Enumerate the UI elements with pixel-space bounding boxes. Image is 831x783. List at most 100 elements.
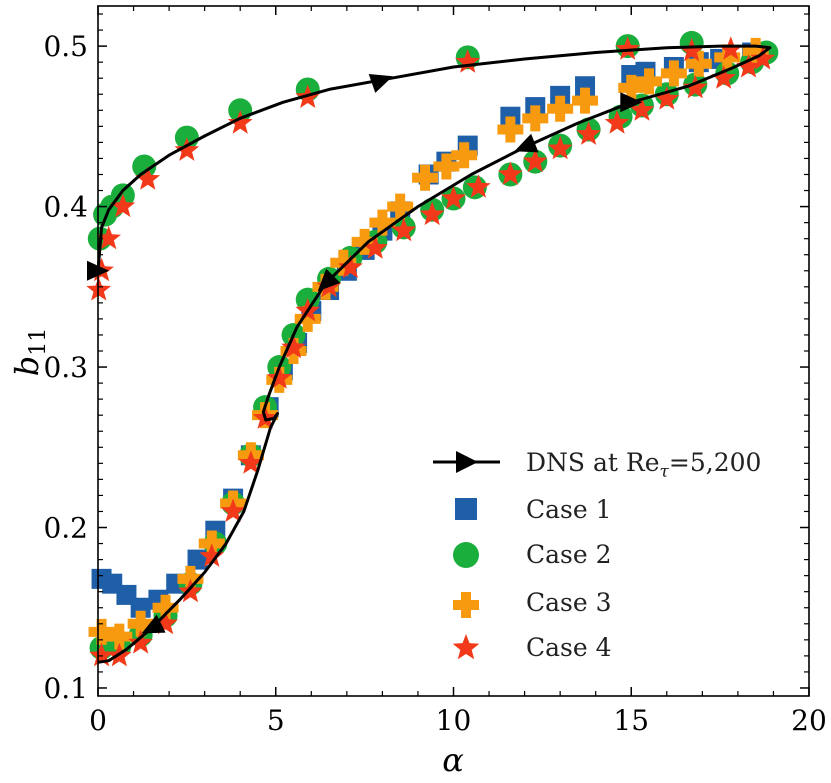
legend-case2-marker xyxy=(453,542,479,568)
dns-arrow-marker xyxy=(514,133,539,153)
x-axis-label: α xyxy=(442,741,464,779)
dns-arrow-marker xyxy=(317,268,341,292)
case4-point xyxy=(178,578,203,603)
svg-text:b11: b11 xyxy=(8,328,51,376)
dns-arrow-marker xyxy=(141,614,166,634)
case4-point xyxy=(419,201,445,226)
x-tick-label: 0 xyxy=(89,704,107,737)
x-tick-label: 5 xyxy=(267,704,285,737)
legend-dns-subscript: τ xyxy=(660,462,670,482)
legend-dns-label: DNS at Re xyxy=(526,448,660,477)
case4-point xyxy=(522,148,548,173)
case4-point xyxy=(679,37,704,62)
case4-point xyxy=(153,610,178,635)
case3-point xyxy=(636,68,663,95)
case3-point xyxy=(547,95,574,122)
y-tick-label: 0.4 xyxy=(43,191,88,224)
x-tick-label: 20 xyxy=(791,704,827,737)
legend-entry-case3: Case 3 xyxy=(453,588,612,618)
ticks-layer: 0 5 10 15 20 0.1 0.2 0.3 0.4 0.5 xyxy=(43,6,827,737)
case3-point xyxy=(294,305,321,332)
legend-dns-label-tail: =5,200 xyxy=(669,448,762,477)
x-tick-label: 10 xyxy=(436,704,472,737)
legend-case4-marker xyxy=(452,634,480,660)
case3-point xyxy=(618,74,645,101)
dns-arrow-marker xyxy=(620,92,643,113)
case4-point xyxy=(498,161,523,185)
case3-point xyxy=(742,37,769,64)
legend-case2-label: Case 2 xyxy=(526,540,612,569)
case3-point xyxy=(152,594,179,621)
dns-line-layer xyxy=(87,44,772,664)
case4-point xyxy=(455,49,481,73)
case4-point xyxy=(576,121,601,145)
case4-point xyxy=(547,135,573,160)
case4-point xyxy=(362,235,388,259)
case3-point xyxy=(330,249,357,276)
case4-point xyxy=(615,36,641,60)
case3-point xyxy=(660,60,687,87)
series-case4 xyxy=(86,36,776,667)
case3-point xyxy=(451,142,478,169)
legend-entry-case1: Case 1 xyxy=(455,495,612,524)
case4-point xyxy=(135,166,161,190)
legend-case1-marker xyxy=(455,498,477,520)
y-tick-label: 0.1 xyxy=(43,672,88,705)
case4-point xyxy=(736,54,761,78)
case3-point xyxy=(572,87,599,114)
y-axis-label-main: b xyxy=(8,356,46,376)
legend: DNS at Reτ=5,200 Case 1 Case 2 Case 3 Ca… xyxy=(433,448,761,662)
case4-point xyxy=(227,110,253,134)
case4-point xyxy=(128,630,153,654)
legend-dns-arrow xyxy=(456,451,478,473)
case4-point xyxy=(391,217,417,242)
case3-point xyxy=(412,164,439,191)
y-axis-label: b11 xyxy=(8,328,51,376)
y-axis-label-subscript: 11 xyxy=(26,328,51,356)
case3-point xyxy=(685,50,712,77)
case4-point xyxy=(174,137,200,161)
x-tick-label: 15 xyxy=(613,704,649,737)
case3-point xyxy=(88,618,115,645)
svg-text:DNS at Reτ=5,200: DNS at Reτ=5,200 xyxy=(526,448,761,482)
case3-point xyxy=(369,209,396,236)
case4-point xyxy=(266,365,292,389)
case3-point xyxy=(127,610,154,637)
case3-point xyxy=(433,153,460,180)
case4-point xyxy=(682,74,708,99)
dns-arrow-marker xyxy=(368,74,393,93)
legend-case3-marker xyxy=(453,592,479,618)
case4-point xyxy=(629,97,655,121)
case3-point xyxy=(522,105,549,132)
legend-case1-label: Case 1 xyxy=(526,495,612,524)
case4-point xyxy=(466,174,491,198)
case4-point xyxy=(220,498,246,522)
y-tick-label: 0.3 xyxy=(43,351,88,384)
case4-point xyxy=(654,86,680,110)
case3-point xyxy=(351,228,378,255)
legend-entry-case4: Case 4 xyxy=(452,633,612,662)
case2-point xyxy=(132,154,157,179)
case4-point xyxy=(238,450,264,474)
case4-point xyxy=(338,254,363,279)
case3-point xyxy=(497,116,524,143)
case4-point xyxy=(199,543,225,567)
case4-point xyxy=(281,334,306,359)
case4-point xyxy=(89,642,114,667)
dns-line xyxy=(96,44,772,664)
case4-point xyxy=(750,46,776,70)
case3-point xyxy=(714,44,741,71)
case4-point xyxy=(96,225,121,250)
y-tick-label: 0.2 xyxy=(43,512,88,545)
case3-point xyxy=(106,623,133,650)
legend-case4-label: Case 4 xyxy=(526,633,612,662)
legend-case3-label: Case 3 xyxy=(526,588,612,617)
case3-point xyxy=(387,193,414,220)
y-tick-label: 0.5 xyxy=(43,30,88,63)
legend-entry-dns: DNS at Reτ=5,200 xyxy=(433,448,761,482)
case4-point xyxy=(718,36,744,60)
case4-point xyxy=(441,185,466,210)
case4-point xyxy=(711,65,736,89)
